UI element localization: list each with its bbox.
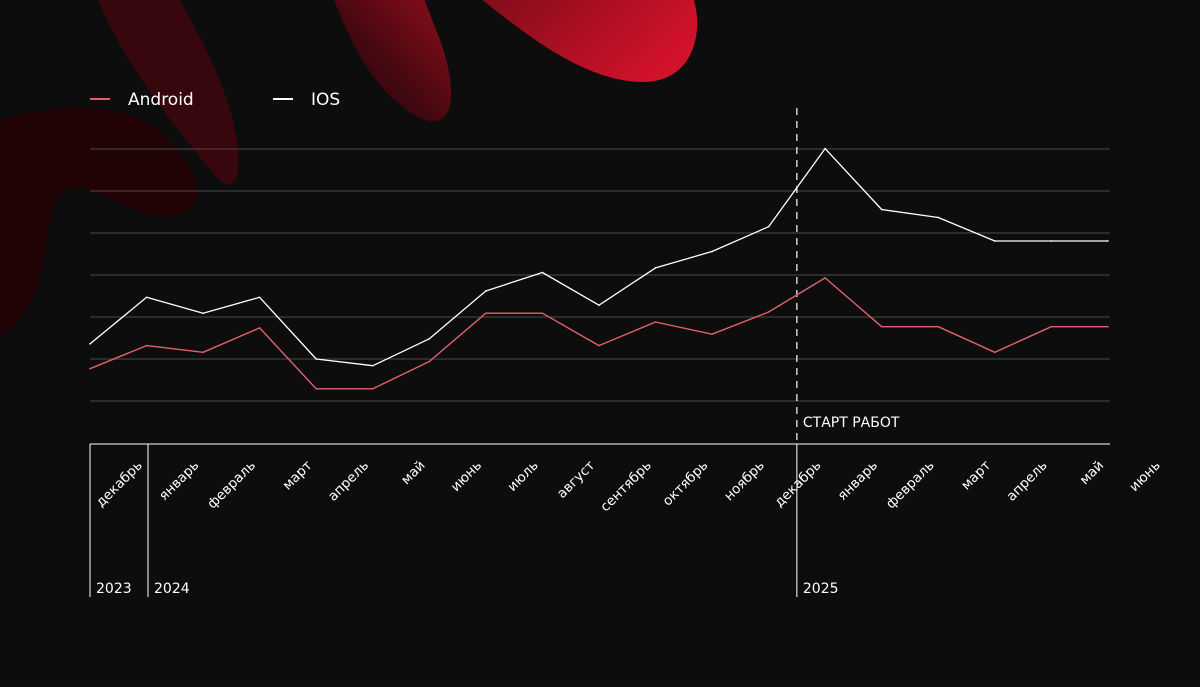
x-tick-label: май [1077,458,1108,489]
data-point-android [937,325,940,328]
data-point-android [1050,325,1053,328]
data-point-ios [937,216,940,219]
x-tick-label: ноябрь [721,457,768,504]
legend-label-ios: IOS [311,90,340,110]
x-tick-label: май [398,458,429,489]
data-point-android [202,351,204,354]
year-label: 2024 [154,581,190,597]
series-line-android [89,277,1108,390]
data-point-android [654,321,657,323]
data-point-android [541,312,544,315]
data-point-ios [315,358,318,360]
data-point-ios [541,271,544,274]
data-point-ios [89,343,91,345]
gridlines [90,148,1110,402]
data-point-android [428,360,431,363]
data-point-ios [371,364,374,367]
data-point-ios [880,208,883,211]
x-tick-label: январь [156,457,202,503]
data-point-ios [1107,240,1109,242]
data-point-ios [767,225,770,228]
data-point-android [880,325,883,328]
x-tick-label: сентябрь [597,457,655,515]
x-tick-label: апрель [325,457,372,504]
x-tick-label: март [958,457,994,493]
data-point-android [994,351,996,354]
data-point-android [824,277,826,279]
legend-item-android: Android [90,90,194,110]
x-tick-label: январь [835,457,881,503]
start-marker: СТАРТ РАБОТ [796,108,900,444]
data-point-ios [824,147,826,150]
data-point-android [89,367,91,370]
x-tick-label: октябрь [660,457,712,509]
series-line-ios [89,147,1108,367]
data-point-ios [202,312,204,315]
year-label: 2023 [96,581,132,597]
data-point-android [315,388,318,390]
x-tick-label: декабрь [93,457,146,510]
background-ribbon [0,0,698,335]
legend-item-ios: IOS [273,90,340,110]
data-point-ios [258,296,261,299]
x-tick-label: март [279,457,315,493]
x-tick-labels: декабрь январь февраль март апрель май июнь июл… [93,457,1164,515]
legend: Android IOS [90,90,340,110]
x-tick-label: август [554,457,598,501]
x-tick-label: июнь [1126,457,1163,494]
x-tick-label: июнь [448,457,485,494]
data-point-ios [485,290,487,292]
x-tick-label: декабрь [771,457,824,510]
data-point-android [258,327,261,329]
x-tick-label: февраль [204,457,259,512]
x-tick-label: февраль [883,457,938,512]
start-marker-label: СТАРТ РАБОТ [803,415,900,431]
data-point-ios [654,267,657,269]
x-axis [89,443,1110,597]
data-point-android [145,344,148,347]
data-point-android [485,312,487,315]
data-point-ios [428,338,431,340]
data-point-android [1107,325,1109,328]
year-labels: 2023 2024 2025 [96,581,839,597]
data-point-ios [711,250,713,253]
legend-label-android: Android [128,90,194,110]
data-point-ios [994,240,996,242]
series-lines [89,147,1109,390]
x-tick-label: апрель [1004,457,1051,504]
data-point-android [371,388,374,390]
data-point-android [711,333,713,336]
data-point-ios [145,296,148,299]
data-point-android [598,344,600,347]
data-point-android [767,311,770,313]
data-point-ios [598,304,600,307]
data-point-ios [1050,240,1053,242]
x-tick-label: июль [504,457,541,494]
year-label: 2025 [803,581,839,597]
